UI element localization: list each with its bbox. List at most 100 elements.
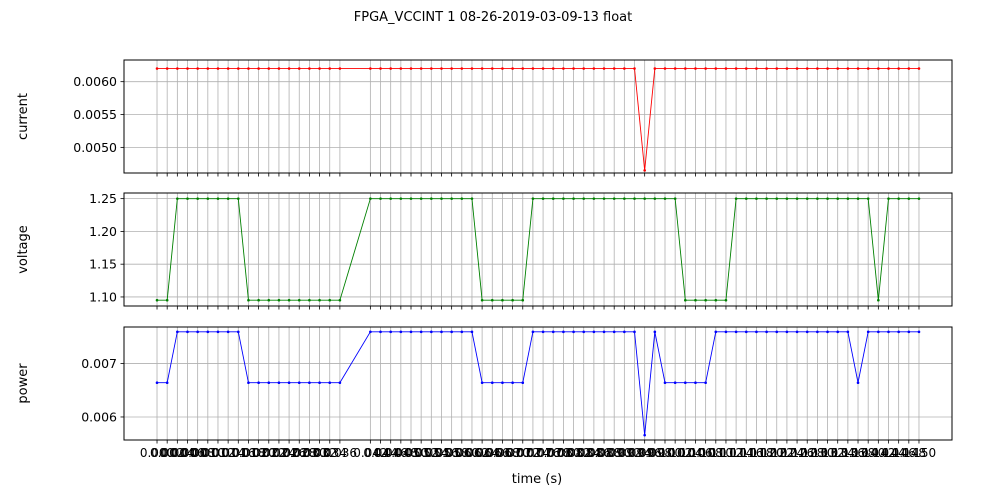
data-point-voltage (734, 197, 738, 200)
x-tick-label: 0.042 (353, 446, 387, 460)
data-point-voltage (673, 197, 677, 200)
data-point-current (602, 67, 606, 70)
x-tick-label: 0.108 (688, 446, 722, 460)
data-point-current (176, 67, 179, 70)
data-point-power (419, 330, 423, 334)
data-point-voltage (379, 197, 382, 200)
data-point-current (653, 67, 657, 70)
data-point-power (897, 330, 900, 334)
data-point-current (379, 67, 382, 70)
data-point-voltage (531, 197, 535, 200)
data-point-voltage (755, 197, 758, 200)
data-point-power (165, 381, 169, 384)
x-tick-label: 0.034 (313, 446, 347, 460)
data-point-voltage (470, 197, 474, 200)
data-point-voltage (785, 197, 789, 200)
series-line-current (157, 68, 919, 171)
data-point-current (887, 67, 890, 70)
y-tick-label: 0.007 (81, 356, 117, 371)
x-tick-label: 0.078 (536, 446, 570, 460)
data-point-power (287, 381, 291, 384)
data-point-power (389, 330, 392, 334)
data-point-voltage (765, 197, 768, 200)
data-point-current (165, 67, 169, 70)
panel-power-ylabel: power (16, 363, 31, 404)
data-point-current (369, 67, 372, 70)
panel-voltage-x-ticks (156, 306, 920, 310)
panel-voltage-frame (123, 192, 953, 307)
panel-voltage: 1.10 1.15 1.20 1.25 voltage (16, 191, 953, 310)
x-tick-label: 0.128 (790, 446, 824, 460)
data-point-current (816, 67, 819, 70)
x-tick-label: 0.100 (648, 446, 682, 460)
data-point-voltage (430, 197, 433, 200)
data-point-power (430, 330, 433, 334)
data-point-voltage (633, 197, 636, 200)
x-tick-label: 0.024 (262, 446, 296, 460)
data-point-voltage (907, 197, 911, 200)
x-tick-label: 0.134 (821, 446, 855, 460)
data-point-power (531, 330, 535, 334)
x-tick-label: 0.000 (140, 446, 174, 460)
data-point-voltage (897, 197, 900, 200)
data-point-power (744, 330, 748, 334)
data-point-power (501, 381, 504, 384)
x-tick-label: 0.062 (455, 446, 489, 460)
data-point-current (755, 67, 758, 70)
data-point-power (673, 381, 677, 384)
data-point-voltage (877, 298, 880, 302)
panel-current-frame (123, 59, 953, 174)
data-point-voltage (226, 197, 230, 200)
data-point-voltage (572, 197, 575, 200)
data-point-voltage (643, 197, 646, 200)
panel-current: 0.0050 0.0055 0.0060 current (16, 59, 953, 177)
data-point-current (897, 67, 900, 70)
x-tick-label: 0.124 (770, 446, 804, 460)
x-tick-label: 0.044 (363, 446, 397, 460)
data-point-current (501, 67, 504, 70)
data-point-power (572, 330, 575, 334)
data-point-current (490, 67, 494, 70)
x-tick-label: 0.086 (577, 446, 611, 460)
data-point-voltage (297, 298, 301, 302)
data-point-current (877, 67, 880, 70)
data-point-current (419, 67, 423, 70)
data-point-current (582, 67, 586, 70)
data-point-power (206, 330, 210, 334)
panel-power-series (155, 330, 921, 437)
data-point-power (226, 330, 230, 334)
data-point-power (816, 330, 819, 334)
x-tick-label: 0.130 (800, 446, 834, 460)
data-point-voltage (714, 298, 718, 302)
data-point-current (206, 67, 210, 70)
data-point-voltage (501, 298, 504, 302)
data-point-voltage (490, 298, 494, 302)
data-point-current (805, 67, 809, 70)
data-point-power (562, 330, 565, 334)
data-point-voltage (805, 197, 809, 200)
data-point-current (785, 67, 789, 70)
data-point-voltage (186, 197, 189, 200)
x-tick-label: 0.080 (546, 446, 580, 460)
data-point-power (826, 330, 829, 334)
panel-power-frame (123, 326, 953, 441)
data-point-power (379, 330, 382, 334)
x-tick-label: 0.094 (617, 446, 651, 460)
data-point-voltage (155, 298, 159, 302)
data-point-power (755, 330, 758, 334)
data-point-power (724, 330, 728, 334)
data-point-voltage (612, 197, 616, 200)
data-point-voltage (816, 197, 819, 200)
data-point-current (399, 67, 403, 70)
data-point-current (765, 67, 768, 70)
data-point-current (531, 67, 535, 70)
panel-current-series (155, 67, 921, 172)
x-tick-label: 0.054 (414, 446, 448, 460)
x-tick-label: 0.136 (831, 446, 865, 460)
data-point-power (328, 381, 332, 384)
data-point-current (480, 67, 484, 70)
panel-power-x-ticks: 0.0000.0020.0040.0060.0080.0100.0120.014… (140, 440, 936, 460)
x-tick-label: 0.020 (241, 446, 275, 460)
data-point-current (724, 67, 728, 70)
